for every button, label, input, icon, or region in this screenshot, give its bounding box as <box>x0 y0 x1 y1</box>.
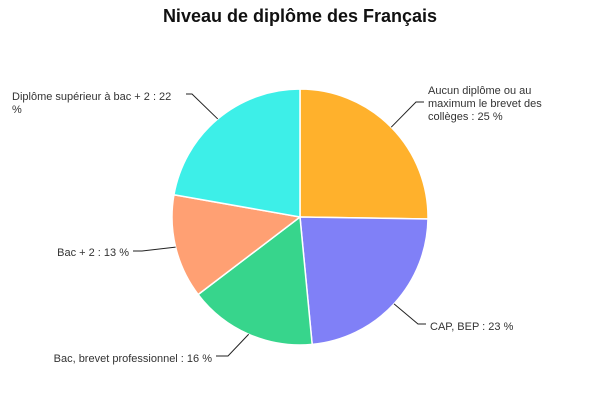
slice-label-line: Bac, brevet professionnel : 16 % <box>54 353 213 365</box>
slice-label-line: Aucun diplôme ou au <box>428 85 531 97</box>
leader-line-bac-brevet-professionnel <box>216 333 250 357</box>
leader-line-bac-2 <box>133 246 176 252</box>
slice-label-bac-2: Bac + 2 : 13 % <box>57 247 129 259</box>
pie-slice-aucun-diplome-ou-au-maximum-le-brevet-des-colleges <box>299 88 429 220</box>
leader-line-cap-bep <box>393 303 426 325</box>
slice-label-line: Diplôme supérieur à bac + 2 : 22 <box>12 91 171 103</box>
slice-label-diplome-superieur-a-bac-2: Diplôme supérieur à bac + 2 : 22% <box>12 91 171 116</box>
slice-label-line: collèges : 25 % <box>428 111 503 123</box>
slice-label-aucun-diplome-ou-au-maximum-le-brevet-des-colleges: Aucun diplôme ou au maximum le brevet des… <box>428 85 542 123</box>
chart-title: Niveau de diplôme des Français <box>162 6 438 26</box>
pie-slice-diplome-superieur-a-bac-2 <box>173 88 301 218</box>
slice-label-line: % <box>12 104 22 116</box>
slice-label-cap-bep: CAP, BEP : 23 % <box>430 321 514 333</box>
slice-label-line: maximum le brevet des <box>428 98 542 110</box>
slice-label-bac-brevet-professionnel: Bac, brevet professionnel : 16 % <box>54 353 213 365</box>
slice-label-line: Bac + 2 : 13 % <box>57 247 129 259</box>
leader-line-aucun-diplome-ou-au-maximum-le-brevet-des-colleges <box>390 101 424 128</box>
leader-line-diplome-superieur-a-bac-2 <box>186 93 219 120</box>
slice-label-line: CAP, BEP : 23 % <box>430 321 514 333</box>
pie-slice-cap-bep <box>299 216 429 346</box>
